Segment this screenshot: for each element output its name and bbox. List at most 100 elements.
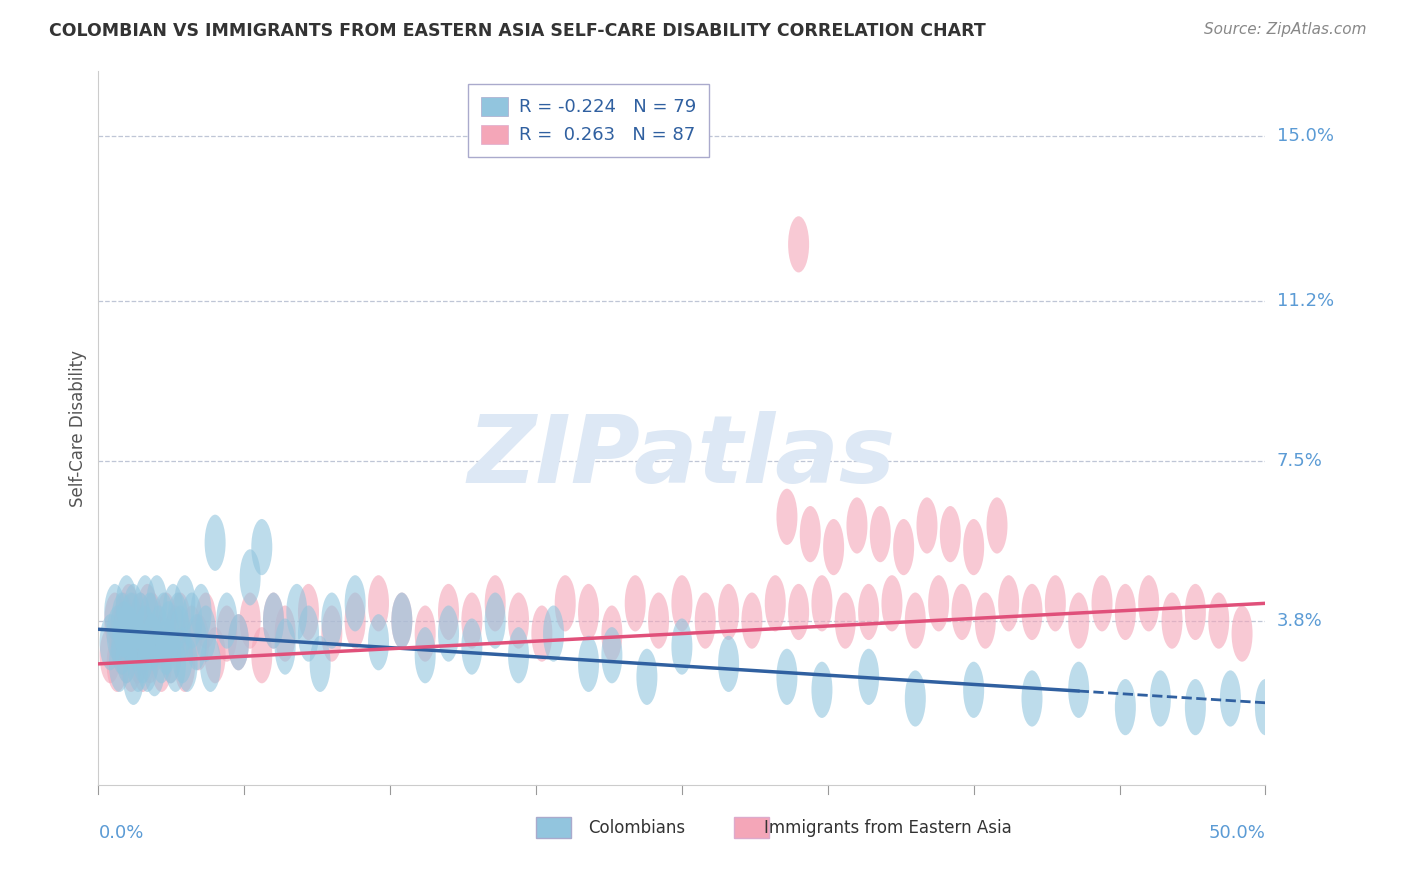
Ellipse shape xyxy=(287,584,308,640)
Ellipse shape xyxy=(195,592,217,648)
Ellipse shape xyxy=(205,627,225,683)
Ellipse shape xyxy=(846,498,868,554)
Ellipse shape xyxy=(322,592,342,648)
Ellipse shape xyxy=(174,575,195,632)
Ellipse shape xyxy=(1069,592,1090,648)
Ellipse shape xyxy=(108,606,129,662)
Ellipse shape xyxy=(228,614,249,671)
Ellipse shape xyxy=(368,614,389,671)
Ellipse shape xyxy=(142,592,163,648)
Ellipse shape xyxy=(928,575,949,632)
Ellipse shape xyxy=(905,592,925,648)
Ellipse shape xyxy=(114,592,135,648)
Ellipse shape xyxy=(344,592,366,648)
Ellipse shape xyxy=(800,506,821,562)
Ellipse shape xyxy=(309,636,330,692)
Ellipse shape xyxy=(114,601,135,657)
Ellipse shape xyxy=(485,575,506,632)
Ellipse shape xyxy=(263,592,284,648)
Ellipse shape xyxy=(1161,592,1182,648)
Ellipse shape xyxy=(252,627,273,683)
Ellipse shape xyxy=(939,506,960,562)
Ellipse shape xyxy=(439,584,458,640)
Ellipse shape xyxy=(149,606,170,662)
Ellipse shape xyxy=(274,606,295,662)
Ellipse shape xyxy=(578,584,599,640)
Ellipse shape xyxy=(150,627,172,683)
Ellipse shape xyxy=(461,592,482,648)
Ellipse shape xyxy=(121,592,142,648)
Ellipse shape xyxy=(811,575,832,632)
Ellipse shape xyxy=(115,627,136,683)
Ellipse shape xyxy=(368,575,389,632)
Ellipse shape xyxy=(882,575,903,632)
Ellipse shape xyxy=(115,627,136,683)
Ellipse shape xyxy=(555,575,575,632)
Ellipse shape xyxy=(167,592,188,648)
Y-axis label: Self-Care Disability: Self-Care Disability xyxy=(69,350,87,507)
Ellipse shape xyxy=(1045,575,1066,632)
Ellipse shape xyxy=(111,618,132,674)
Text: COLOMBIAN VS IMMIGRANTS FROM EASTERN ASIA SELF-CARE DISABILITY CORRELATION CHART: COLOMBIAN VS IMMIGRANTS FROM EASTERN ASI… xyxy=(49,22,986,40)
Ellipse shape xyxy=(602,627,623,683)
Ellipse shape xyxy=(135,606,156,662)
Ellipse shape xyxy=(322,606,342,662)
Ellipse shape xyxy=(298,584,319,640)
Ellipse shape xyxy=(160,627,181,683)
Ellipse shape xyxy=(111,592,132,648)
Ellipse shape xyxy=(132,627,153,683)
Ellipse shape xyxy=(1022,671,1042,727)
Ellipse shape xyxy=(217,606,238,662)
Ellipse shape xyxy=(122,592,143,648)
Text: 11.2%: 11.2% xyxy=(1277,292,1334,310)
Ellipse shape xyxy=(987,498,1008,554)
Ellipse shape xyxy=(135,606,156,662)
Ellipse shape xyxy=(776,648,797,705)
Ellipse shape xyxy=(1232,606,1253,662)
Ellipse shape xyxy=(648,592,669,648)
Ellipse shape xyxy=(170,606,191,662)
Ellipse shape xyxy=(298,606,319,662)
Ellipse shape xyxy=(128,636,149,692)
Ellipse shape xyxy=(129,592,150,648)
Ellipse shape xyxy=(150,636,172,692)
Ellipse shape xyxy=(1185,584,1206,640)
Ellipse shape xyxy=(963,662,984,718)
Ellipse shape xyxy=(118,584,139,640)
Ellipse shape xyxy=(344,575,366,632)
Text: 7.5%: 7.5% xyxy=(1277,451,1323,469)
Ellipse shape xyxy=(823,519,844,575)
Ellipse shape xyxy=(181,606,202,662)
Text: ZIPatlas: ZIPatlas xyxy=(468,410,896,503)
Ellipse shape xyxy=(1208,592,1229,648)
Ellipse shape xyxy=(1069,662,1090,718)
FancyBboxPatch shape xyxy=(734,817,769,838)
Ellipse shape xyxy=(121,636,142,692)
Text: 15.0%: 15.0% xyxy=(1277,128,1333,145)
Ellipse shape xyxy=(142,614,163,671)
Ellipse shape xyxy=(104,584,125,640)
Ellipse shape xyxy=(107,606,128,662)
Ellipse shape xyxy=(186,614,207,671)
Ellipse shape xyxy=(624,575,645,632)
Ellipse shape xyxy=(672,618,692,674)
Ellipse shape xyxy=(136,636,157,692)
Ellipse shape xyxy=(1022,584,1042,640)
Ellipse shape xyxy=(274,618,295,674)
Ellipse shape xyxy=(835,592,856,648)
Ellipse shape xyxy=(156,592,177,648)
Ellipse shape xyxy=(163,584,184,640)
Ellipse shape xyxy=(508,592,529,648)
Ellipse shape xyxy=(108,636,129,692)
Text: 0.0%: 0.0% xyxy=(98,824,143,842)
Ellipse shape xyxy=(157,601,179,657)
Ellipse shape xyxy=(1091,575,1112,632)
Ellipse shape xyxy=(718,636,740,692)
Ellipse shape xyxy=(531,606,553,662)
Ellipse shape xyxy=(132,636,153,692)
Ellipse shape xyxy=(1150,671,1171,727)
Text: Immigrants from Eastern Asia: Immigrants from Eastern Asia xyxy=(763,819,1011,837)
FancyBboxPatch shape xyxy=(536,817,571,838)
Ellipse shape xyxy=(129,592,150,648)
Ellipse shape xyxy=(100,627,121,683)
